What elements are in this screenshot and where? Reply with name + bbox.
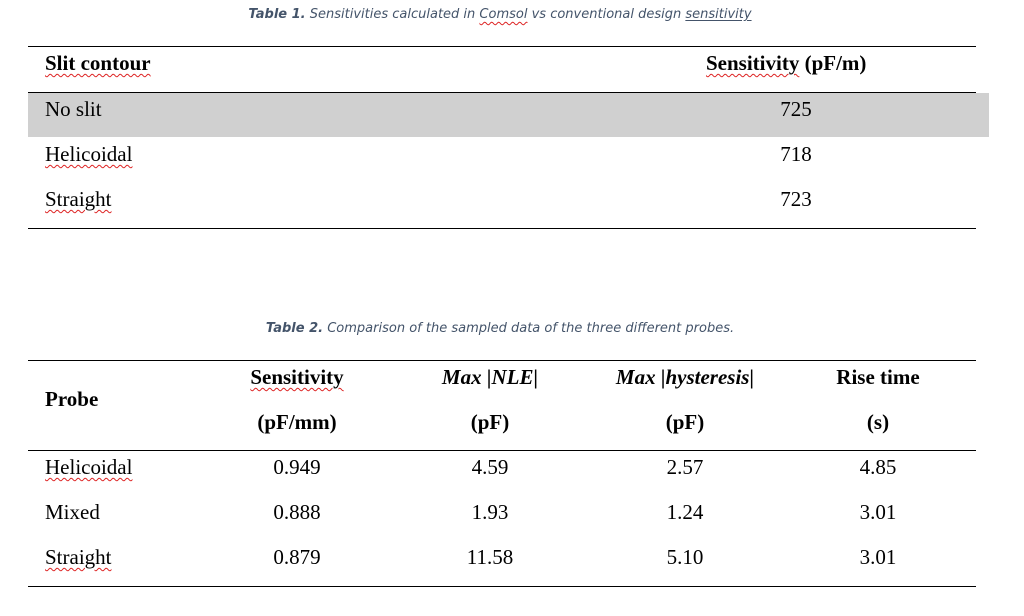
table2-top-rule (28, 360, 976, 361)
table1-header-sensitivity: Sensitivity (pF/m) (706, 50, 866, 76)
table2-header-probe: Probe (45, 387, 99, 411)
table2-cell-sensitivity: 0.949 (273, 455, 321, 479)
table1-header-sensitivity-word: Sensitivity (706, 51, 800, 75)
table2-cell-hysteresis: 1.24 (666, 500, 704, 524)
table2-caption: Table 2. Comparison of the sampled data … (0, 321, 1000, 336)
table2-cell-nle: 11.58 (466, 545, 514, 569)
table2-cell-nle: 4.59 (471, 455, 509, 479)
table2-header-sensitivity: Sensitivity (250, 365, 344, 389)
table2-cell-nle: 1.93 (471, 500, 509, 524)
table1-caption-comsol: Comsol (479, 7, 528, 22)
table2-header-rise-time: Rise time (836, 365, 920, 389)
table2-header-rise-time-unit: (s) (866, 410, 890, 434)
table2-cell-probe: Mixed (45, 500, 100, 524)
table2-caption-label: Table 2. (265, 321, 324, 336)
table1-bottom-rule (28, 228, 976, 229)
table1-header-rule (28, 92, 976, 93)
table2-cell-sensitivity: 0.879 (273, 545, 321, 569)
table2-header-max-hysteresis-unit: (pF) (665, 410, 705, 434)
table2-header-rule (28, 450, 976, 451)
table1-caption-sensitivity: sensitivity (685, 7, 752, 22)
table1-caption-pre: Sensitivities calculated in (309, 7, 476, 22)
table2-cell-hysteresis: 2.57 (666, 455, 704, 479)
table2-cell-probe: Straight (45, 545, 112, 569)
table2-header-max-hysteresis: Max |hysteresis| (615, 365, 755, 389)
table1-cell-contour: Helicoidal (45, 142, 133, 166)
table1-caption-label: Table 1. (248, 7, 306, 22)
table1-row-highlight (28, 93, 989, 137)
table2-cell-rise-time: 3.01 (859, 500, 897, 524)
table2-header-max-nle-unit: (pF) (470, 410, 510, 434)
table2-header-max-nle: Max |NLE| (441, 365, 539, 389)
table1-header-sensitivity-unit: (pF/m) (804, 51, 867, 75)
table2-caption-text: Comparison of the sampled data of the th… (327, 321, 735, 336)
table2-cell-rise-time: 3.01 (859, 545, 897, 569)
table2-header-sensitivity-unit: (pF/mm) (257, 410, 337, 434)
table2-cell-probe: Helicoidal (45, 455, 133, 479)
table1-cell-contour: No slit (45, 97, 102, 121)
table1-cell-sensitivity: 725 (780, 97, 812, 121)
table1-header-slit-contour: Slit contour (45, 51, 151, 75)
table1-cell-sensitivity: 723 (780, 187, 812, 211)
table1-caption: Table 1. Sensitivities calculated in Com… (0, 7, 1000, 22)
table2-cell-sensitivity: 0.888 (273, 500, 321, 524)
table1-cell-contour: Straight (45, 187, 112, 211)
table1-caption-mid: vs conventional design (531, 7, 682, 22)
table1-top-rule (28, 46, 976, 47)
table2-cell-hysteresis: 5.10 (666, 545, 704, 569)
table1-cell-sensitivity: 718 (780, 142, 812, 166)
table2-cell-rise-time: 4.85 (859, 455, 897, 479)
table2-bottom-rule (28, 586, 976, 587)
